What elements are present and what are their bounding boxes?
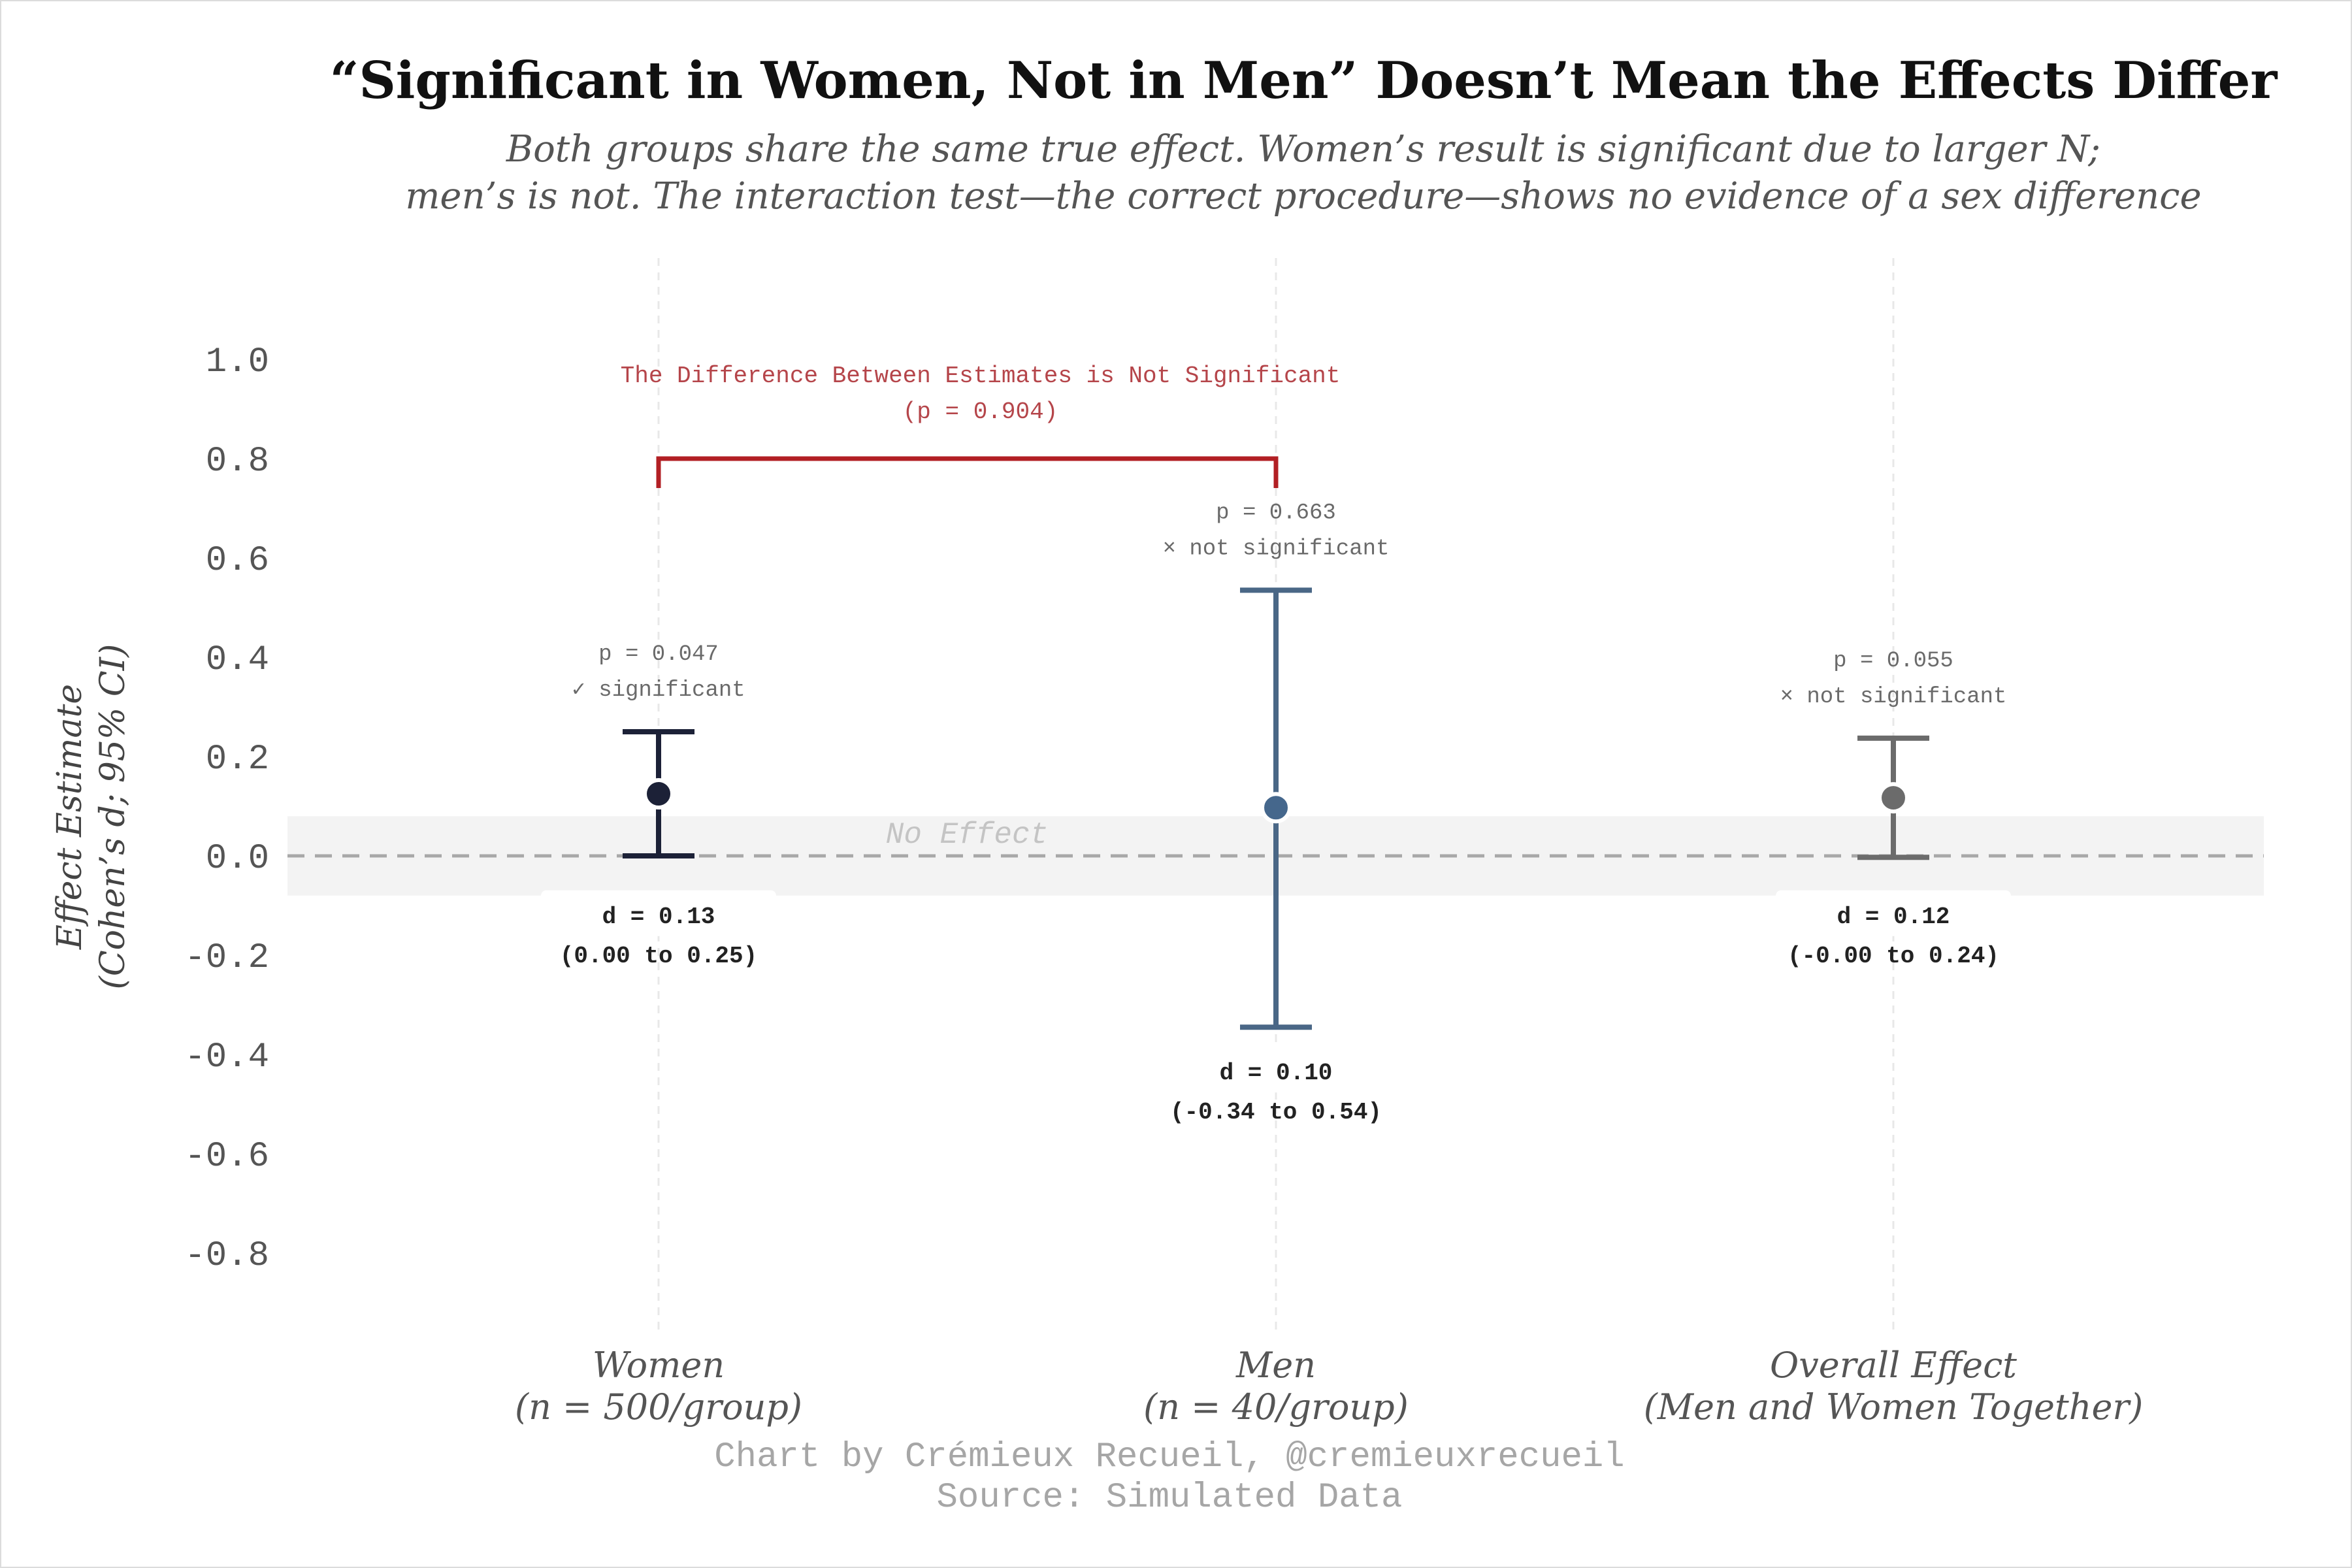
ci-label-overall: (-0.00 to 0.24) <box>1788 943 1999 970</box>
error-bar-layer <box>623 587 1929 1030</box>
significance-label-women: ✓ significant <box>572 678 745 703</box>
y-tick-label: 0.2 <box>206 740 269 779</box>
point-estimate-women <box>643 778 674 809</box>
y-tick-label: 1.0 <box>206 342 269 382</box>
label-layer: p = 0.047 ✓ significant d = 0.13 (0.00 to 0… <box>515 363 2143 1428</box>
ci-label-women: (0.00 to 0.25) <box>560 943 757 970</box>
point-estimate-men <box>1260 792 1292 824</box>
p-value-label-overall: p = 0.055 <box>1833 649 1953 674</box>
d-label-overall: d = 0.12 <box>1837 904 1950 930</box>
x-axis-sublabel-women: (n = 500/group) <box>515 1386 802 1428</box>
y-tick-label: 0.6 <box>206 541 269 581</box>
comparison-label: The Difference Between Estimates is Not … <box>621 363 1341 389</box>
d-label-background-men <box>1158 1047 1394 1093</box>
chart-subtitle-line-1: Both groups share the same true effect. … <box>506 128 2101 171</box>
y-tick-layer: 1.0 0.8 0.6 0.4 0.2 0.0 -0.2 -0.4 -0.6 -0.8 <box>184 342 269 1276</box>
y-tick-label: 0.4 <box>206 640 269 680</box>
comparison-bracket <box>656 456 1279 488</box>
significance-label-overall: × not significant <box>1780 685 2007 710</box>
y-tick-label: -0.2 <box>184 938 269 978</box>
y-tick-label: 0.0 <box>206 839 269 879</box>
ci-label-men: (-0.34 to 0.54) <box>1170 1099 1382 1126</box>
y-tick-label: -0.4 <box>184 1037 269 1077</box>
chart-subtitle-line-2: men’s is not. The interaction test—the c… <box>405 175 2202 218</box>
x-axis-label-men: Men <box>1235 1345 1316 1386</box>
y-tick-label: 0.8 <box>206 442 269 482</box>
d-label-background-women <box>541 890 776 936</box>
d-label-men: d = 0.10 <box>1220 1060 1333 1086</box>
x-axis-label-women: Women <box>593 1345 725 1386</box>
chart-credit: Chart by Crémieux Recueil, @cremieuxrecu… <box>714 1437 1625 1477</box>
p-value-label-men: p = 0.663 <box>1216 500 1336 525</box>
chart-source: Source: Simulated Data <box>936 1478 1403 1518</box>
chart-title: “Significant in Women, Not in Men” Doesn… <box>329 51 2278 110</box>
p-value-label-women: p = 0.047 <box>598 642 719 667</box>
no-effect-label: No Effect <box>886 818 1048 852</box>
d-label-background-overall <box>1776 890 2011 936</box>
x-axis-label-overall: Overall Effect <box>1770 1345 2017 1386</box>
y-tick-label: -0.8 <box>184 1236 269 1276</box>
point-estimate-overall <box>1878 782 1909 814</box>
d-label-women: d = 0.13 <box>602 904 715 930</box>
y-tick-label: -0.6 <box>184 1137 269 1177</box>
x-axis-sublabel-men: (n = 40/group) <box>1143 1386 1409 1428</box>
significance-label-men: × not significant <box>1163 536 1390 561</box>
comparison-p-label: (p = 0.904) <box>903 399 1058 425</box>
x-axis-sublabel-overall: (Men and Women Together) <box>1644 1386 2144 1428</box>
